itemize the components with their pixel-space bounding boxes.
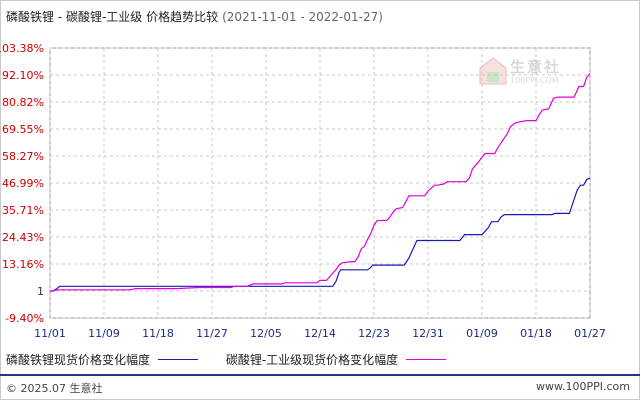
x-tick-label: 01/09 [466,327,498,340]
legend-swatch-series-2 [406,359,447,360]
watermark: 生意社 100PPI.COM [478,56,588,94]
title-text: 磷酸铁锂 - 碳酸锂-工业级 价格趋势比较 [6,10,219,24]
y-tick-label: 24.43% [2,231,44,244]
x-tick-label: 01/27 [574,327,606,340]
y-tick-label: 13.16% [2,258,44,271]
y-tick-label: 92.10% [2,69,44,82]
x-tick-label: 11/09 [88,327,120,340]
date-range: (2021-11-01 - 2022-01-27) [222,10,383,24]
y-tick-label: 46.99% [2,177,44,190]
x-tick-label: 11/18 [142,327,174,340]
y-tick-label: 103.38% [0,42,44,55]
y-tick-label: 80.82% [2,96,44,109]
x-tick-label: 12/23 [358,327,390,340]
y-tick-label: 69.55% [2,123,44,136]
x-tick-label: 11/27 [196,327,228,340]
x-tick-label: 12/05 [250,327,282,340]
y-tick-label: 35.71% [2,204,44,217]
y-tick-label: -9.40% [5,312,44,325]
legend-swatch-series-1 [158,359,199,360]
y-tick-label: 1 [37,285,44,298]
footer-site-link[interactable]: www.100PPI.com [536,380,630,393]
series-line-2 [50,73,591,292]
x-tick-label: 12/14 [304,327,336,340]
legend-label-series-1: 磷酸铁锂现货价格变化幅度 [6,353,151,367]
watermark-url: 100PPI.COM [510,76,559,85]
footer-copyright: © 2025.07 生意社 [6,382,103,395]
series-line-1 [50,177,591,292]
x-tick-label: 01/18 [520,327,552,340]
legend-label-series-2: 碳酸锂-工业级现货价格变化幅度 [225,353,399,367]
legend-item-series-2: 碳酸锂-工业级现货价格变化幅度 [225,351,447,368]
chart-legend: 磷酸铁锂现货价格变化幅度 碳酸锂-工业级现货价格变化幅度 [6,351,470,368]
x-tick-label: 11/01 [34,327,66,340]
watermark-brand: 生意社 [510,58,562,76]
y-tick-label: 58.27% [2,150,44,163]
footer-divider [0,374,640,376]
x-tick-label: 12/31 [412,327,444,340]
legend-item-series-1: 磷酸铁锂现货价格变化幅度 [6,351,199,368]
watermark-logo-icon [479,57,507,85]
chart-title: 磷酸铁锂 - 碳酸锂-工业级 价格趋势比较 (2021-11-01 - 2022-… [6,8,383,25]
